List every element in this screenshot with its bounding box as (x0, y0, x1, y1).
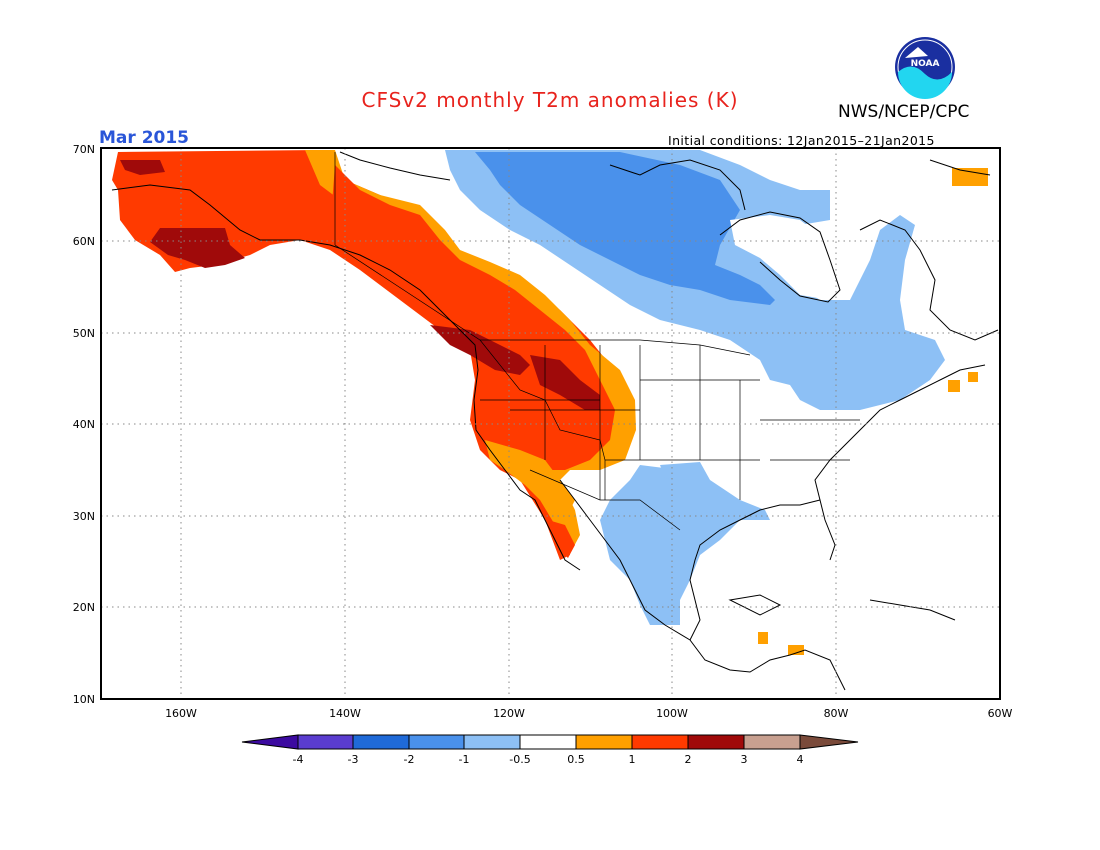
legend-arrow-high (799, 734, 859, 750)
map-area (100, 147, 1001, 700)
legend-swatch (408, 734, 465, 750)
legend-swatch (519, 734, 577, 750)
legend-label: -0.5 (509, 753, 530, 766)
longitude-labels: 160W 140W 120W 100W 80W 60W (165, 707, 1012, 720)
lat-label: 70N (73, 143, 95, 156)
legend-label: -1 (459, 753, 470, 766)
legend-label: 2 (685, 753, 692, 766)
lat-label: 30N (73, 510, 95, 523)
lat-label: 60N (73, 235, 95, 248)
legend-swatch (575, 734, 633, 750)
legend-label: 4 (797, 753, 804, 766)
legend-swatch (352, 734, 410, 750)
color-legend (241, 734, 859, 750)
lon-label: 60W (988, 707, 1013, 720)
lat-label: 10N (73, 693, 95, 706)
lon-label: 80W (824, 707, 849, 720)
map-title: CFSv2 monthly T2m anomalies (K) (361, 88, 739, 112)
legend-labels: -4 -3 -2 -1 -0.5 0.5 1 2 3 4 (293, 753, 804, 766)
logo-text: NOAA (911, 59, 940, 69)
lon-label: 100W (656, 707, 688, 720)
initial-conditions: Initial conditions: 12Jan2015–21Jan2015 (668, 133, 935, 148)
lon-label: 120W (493, 707, 525, 720)
legend-label: -2 (404, 753, 415, 766)
noaa-logo: NOAA (895, 37, 955, 99)
political-boundaries (334, 152, 860, 531)
legend-swatch (297, 734, 354, 750)
coastlines (111, 151, 999, 691)
map-gridlines (101, 148, 1000, 699)
lat-label: 20N (73, 601, 95, 614)
lon-label: 160W (165, 707, 197, 720)
lat-label: 50N (73, 327, 95, 340)
agency-label: NWS/NCEP/CPC (838, 102, 970, 122)
legend-label: 0.5 (567, 753, 585, 766)
legend-swatch (463, 734, 521, 750)
legend-swatch (687, 734, 745, 750)
latitude-labels: 70N 60N 50N 40N 30N 20N 10N (73, 143, 95, 706)
map-date: Mar 2015 (99, 128, 190, 148)
lat-label: 40N (73, 418, 95, 431)
legend-label: -4 (293, 753, 304, 766)
legend-swatch (743, 734, 801, 750)
legend-label: 3 (741, 753, 748, 766)
legend-label: 1 (629, 753, 636, 766)
lon-label: 140W (329, 707, 361, 720)
legend-label: -3 (348, 753, 359, 766)
legend-swatch (631, 734, 689, 750)
cold-anomaly-region (445, 150, 945, 625)
legend-arrow-low (241, 734, 299, 750)
